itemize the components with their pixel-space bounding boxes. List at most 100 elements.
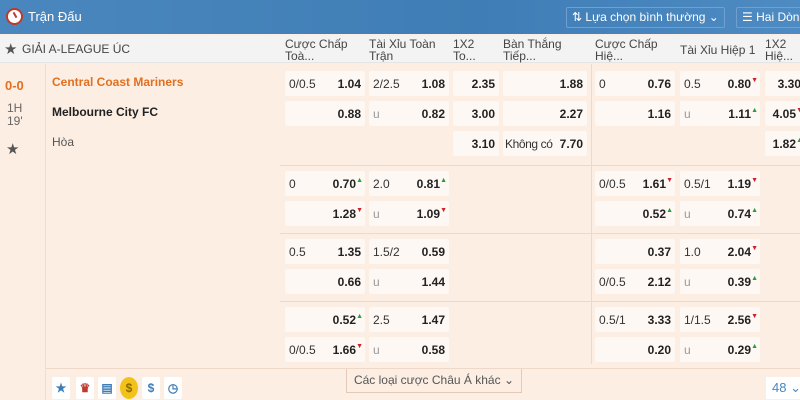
odds-cell[interactable]: 2.0 0.81 ▲ bbox=[369, 171, 449, 196]
odds-cell[interactable]: 0.5/1 3.33 bbox=[595, 307, 675, 332]
odds-cell[interactable]: u 0.58 bbox=[369, 337, 449, 362]
favorite-star-icon[interactable]: ★ bbox=[6, 141, 20, 158]
home-team[interactable]: Central Coast Mariners bbox=[52, 75, 184, 89]
coin-icon[interactable]: $ bbox=[120, 377, 138, 399]
odds-value: 0.74 bbox=[727, 207, 751, 221]
clock-icon[interactable]: ◷ bbox=[164, 377, 182, 399]
handicap-label: 2.5 bbox=[373, 313, 390, 327]
odds-value: 1.82 bbox=[772, 137, 796, 151]
page-size-select[interactable]: 48 ⌄ bbox=[766, 377, 800, 399]
odds-value: 0.52 bbox=[642, 207, 666, 221]
odds-value: 1.44 bbox=[421, 275, 445, 289]
odds-cell[interactable]: 2.35 bbox=[453, 71, 499, 96]
odds-cell[interactable]: 0.5 1.35 bbox=[285, 239, 365, 264]
odds-cell[interactable]: u 1.09 ▼ bbox=[369, 201, 449, 226]
col-header: Tài Xỉu Toàn Trận bbox=[369, 36, 436, 63]
odds-value: 0.81 bbox=[416, 177, 440, 191]
odds-cell[interactable]: 0.52 ▲ bbox=[285, 307, 365, 332]
handicap-label: u bbox=[684, 107, 691, 121]
odds-cell[interactable]: 0/0.5 1.66 ▼ bbox=[285, 337, 365, 362]
odds-cell[interactable]: Không có 7.70 bbox=[503, 131, 587, 156]
top-bar: Trận Đấu ⇅ Lựa chọn bình thường ⌄ ☰ Hai … bbox=[0, 0, 800, 34]
handicap-label: u bbox=[684, 343, 691, 357]
odds-cell[interactable]: 1/1.5 2.56 ▼ bbox=[680, 307, 760, 332]
away-team[interactable]: Melbourne City FC bbox=[52, 105, 159, 119]
view-dropdown[interactable]: ☰ Hai Dòng ⌄ bbox=[736, 7, 800, 28]
handicap-label: 0 bbox=[289, 177, 296, 191]
handicap-label: 0.5 bbox=[684, 77, 701, 91]
arrow-up-icon: ▲ bbox=[796, 137, 800, 144]
row-separator bbox=[280, 301, 800, 302]
odds-value: 1.66 bbox=[332, 343, 356, 357]
dollar-icon[interactable]: $ bbox=[142, 377, 160, 399]
chevron-down-icon: ⌄ bbox=[503, 373, 515, 387]
odds-cell[interactable]: u 0.29 ▲ bbox=[680, 337, 760, 362]
divider bbox=[591, 64, 592, 364]
odds-cell[interactable]: 2.27 bbox=[503, 101, 587, 126]
odds-cell[interactable]: 0 0.76 bbox=[595, 71, 675, 96]
odds-value: 1.19 bbox=[727, 177, 751, 191]
arrow-down-icon: ▼ bbox=[796, 107, 800, 114]
odds-cell[interactable]: 0 0.70 ▲ bbox=[285, 171, 365, 196]
odds-cell[interactable]: 0.5/1 1.19 ▼ bbox=[680, 171, 760, 196]
col-header: 1X2 To... bbox=[453, 36, 476, 63]
page-size: 48 bbox=[772, 380, 787, 395]
arrow-up-icon: ▲ bbox=[440, 177, 447, 184]
arrow-up-icon: ▲ bbox=[356, 313, 363, 320]
handicap-label: 0.5/1 bbox=[599, 313, 626, 327]
league-header: ★ GIẢI A-LEAGUE ÚC Cược Chấp Toà... Tài … bbox=[0, 36, 800, 63]
row-separator bbox=[280, 233, 800, 234]
handicap-label: 2.0 bbox=[373, 177, 390, 191]
odds-value: 1.28 bbox=[332, 207, 356, 221]
odds-cell[interactable]: u 0.82 bbox=[369, 101, 449, 126]
odds-value: 2.27 bbox=[559, 107, 583, 121]
odds-cell[interactable]: 0.52 ▲ bbox=[595, 201, 675, 226]
odds-value: 3.10 bbox=[471, 137, 495, 151]
odds-cell[interactable]: 1.16 bbox=[595, 101, 675, 126]
odds-cell[interactable]: 0.66 bbox=[285, 269, 365, 294]
odds-cell[interactable]: 0.20 bbox=[595, 337, 675, 362]
odds-cell[interactable]: 3.00 bbox=[453, 101, 499, 126]
handicap-label: u bbox=[684, 275, 691, 289]
draw-label: Hòa bbox=[52, 135, 75, 149]
odds-cell[interactable]: 2.5 1.47 bbox=[369, 307, 449, 332]
odds-cell[interactable]: 1.82 ▲ bbox=[765, 131, 800, 156]
user-icon[interactable]: ♛ bbox=[76, 377, 94, 399]
odds-cell[interactable]: 1.5/2 0.59 bbox=[369, 239, 449, 264]
odds-cell[interactable]: u 0.74 ▲ bbox=[680, 201, 760, 226]
odds-cell[interactable]: u 1.11 ▲ bbox=[680, 101, 760, 126]
odds-cell[interactable]: 0/0.5 1.04 bbox=[285, 71, 365, 96]
handicap-label: u bbox=[684, 207, 691, 221]
lines-icon: ☰ bbox=[742, 10, 753, 24]
odds-value: 0.39 bbox=[727, 275, 751, 289]
arrow-down-icon: ▼ bbox=[666, 177, 673, 184]
selection-dropdown[interactable]: ⇅ Lựa chọn bình thường ⌄ bbox=[566, 7, 725, 28]
odds-cell[interactable]: 0/0.5 2.12 bbox=[595, 269, 675, 294]
odds-value: 3.00 bbox=[471, 107, 495, 121]
arrow-down-icon: ▼ bbox=[356, 207, 363, 214]
odds-cell[interactable]: 0/0.5 1.61 ▼ bbox=[595, 171, 675, 196]
list-icon[interactable]: ▤ bbox=[98, 377, 116, 399]
odds-cell[interactable]: 1.0 2.04 ▼ bbox=[680, 239, 760, 264]
odds-cell[interactable]: 2/2.5 1.08 bbox=[369, 71, 449, 96]
odds-value: 7.70 bbox=[559, 137, 583, 151]
odds-value: 1.88 bbox=[559, 77, 583, 91]
odds-cell[interactable]: 1.88 bbox=[503, 71, 587, 96]
odds-cell[interactable]: u 0.39 ▲ bbox=[680, 269, 760, 294]
odds-value: 0.58 bbox=[421, 343, 445, 357]
odds-cell[interactable]: 0.37 bbox=[595, 239, 675, 264]
star-icon[interactable]: ★ bbox=[52, 377, 70, 399]
odds-cell[interactable]: u 1.44 bbox=[369, 269, 449, 294]
odds-cell[interactable]: 4.05 ▼ bbox=[765, 101, 800, 126]
odds-cell[interactable]: 1.28 ▼ bbox=[285, 201, 365, 226]
more-asian-bets-button[interactable]: Các loại cược Châu Á khác ⌄ bbox=[346, 369, 522, 393]
odds-cell[interactable]: 0.88 bbox=[285, 101, 365, 126]
minute: 19' bbox=[7, 114, 23, 128]
more-label: Các loại cược Châu Á khác bbox=[353, 373, 501, 387]
odds-value: 0.70 bbox=[332, 177, 356, 191]
odds-cell[interactable]: 3.10 bbox=[453, 131, 499, 156]
star-icon[interactable]: ★ bbox=[4, 41, 18, 58]
odds-value: 0.20 bbox=[647, 343, 671, 357]
odds-cell[interactable]: 0.5 0.80 ▼ bbox=[680, 71, 760, 96]
odds-cell[interactable]: 3.30 bbox=[765, 71, 800, 96]
